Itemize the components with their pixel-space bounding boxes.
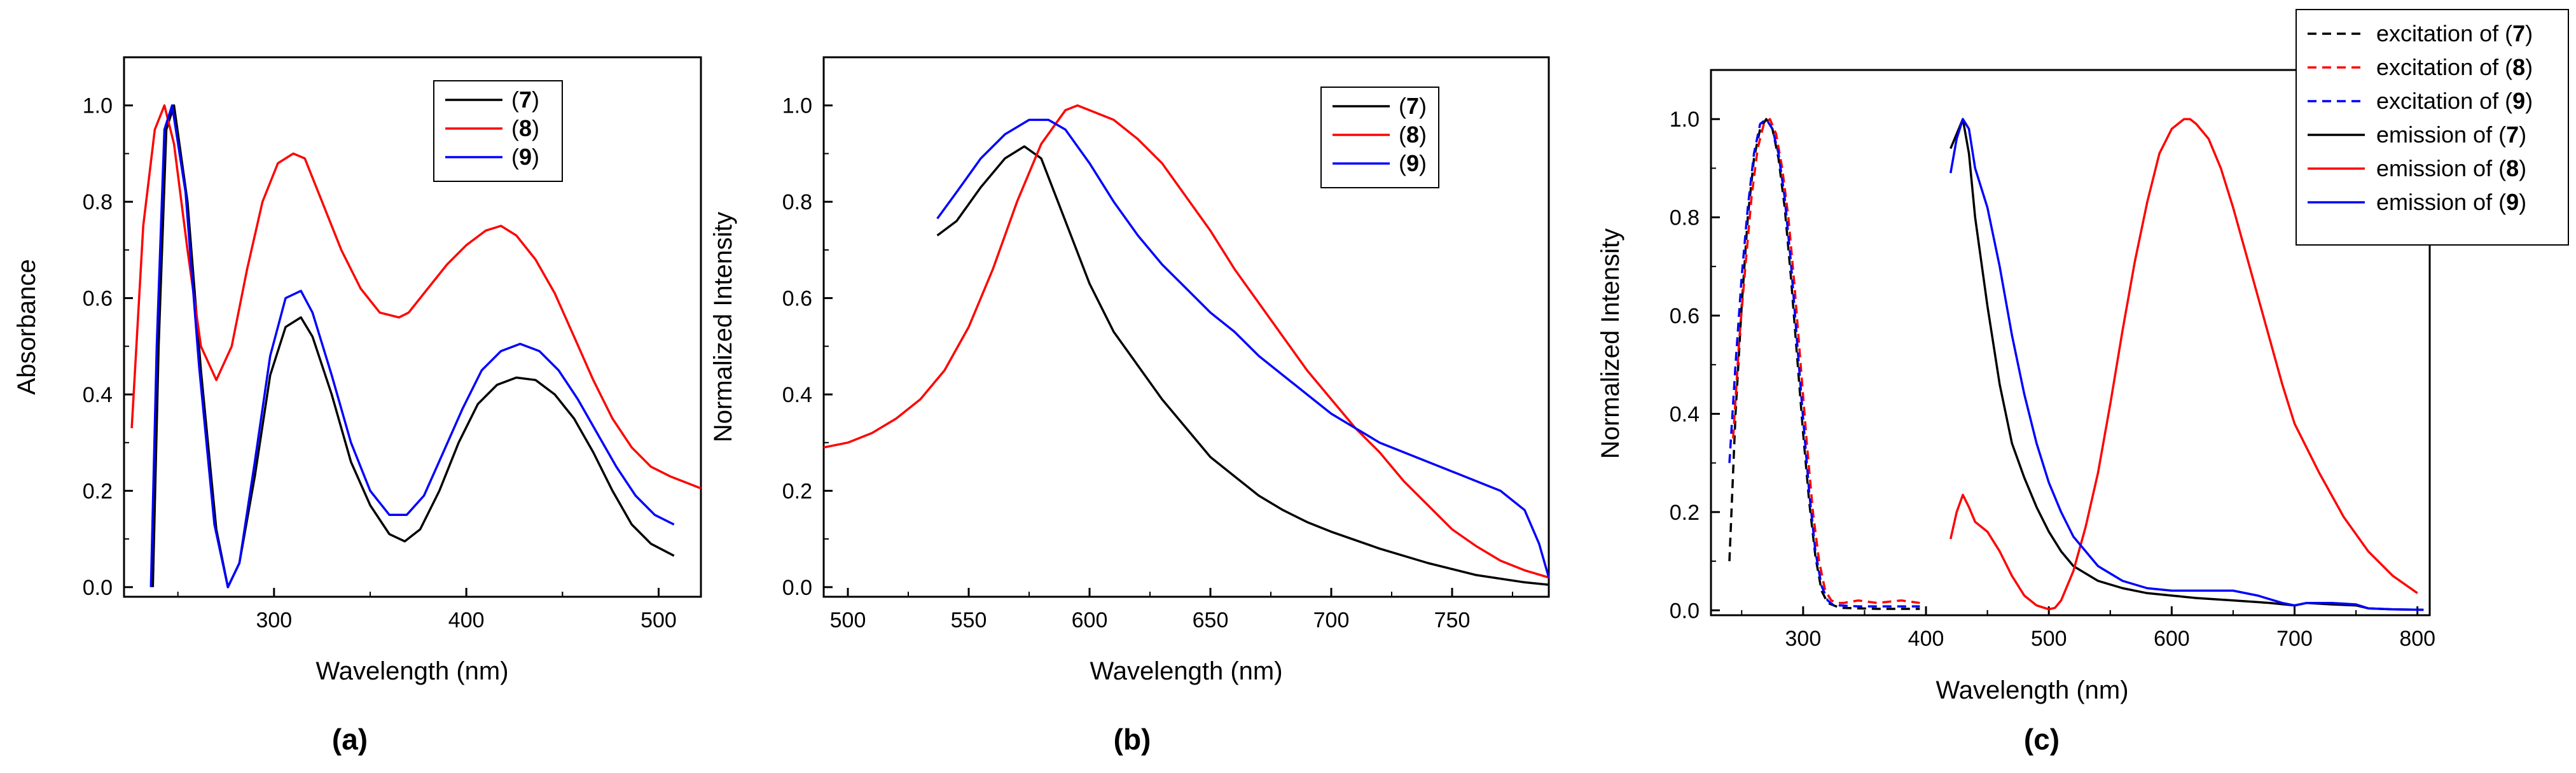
panel-c-legend-label: excitation of (9) <box>2376 88 2533 114</box>
panel-c-y-tick-label: 1.0 <box>1670 108 1700 132</box>
panel-c-y-tick-label: 0.2 <box>1670 501 1700 525</box>
panel-c-legend-label: emission of (7) <box>2376 122 2526 148</box>
panel-b-x-tick-label: 750 <box>1434 608 1471 632</box>
panel-b-y-tick-label: 0.4 <box>782 383 812 407</box>
panel-b-y-tick-label: 0.8 <box>782 190 812 214</box>
panel-a-x-tick-label: 400 <box>448 608 485 632</box>
panel-c-axes-frame <box>1710 69 2431 616</box>
panel-b-series-line <box>823 104 1549 579</box>
panel-a-y-tick-label: 1.0 <box>83 94 113 118</box>
panel-a-y-tick-label: 0.6 <box>83 287 113 311</box>
panel-b-legend-box <box>1320 87 1439 188</box>
panel-c-x-tick-label: 600 <box>2154 627 2190 651</box>
panel-a-y-axis-title: Absorbance <box>13 259 41 394</box>
panel-c-y-tick-label: 0.8 <box>1670 206 1700 230</box>
panel-c-legend-label: excitation of (8) <box>2376 54 2533 80</box>
panel-b-series-line <box>936 118 1550 578</box>
panel-a-label: (a) <box>332 723 368 756</box>
panel-a-y-tick-label: 0.2 <box>83 479 113 503</box>
panel-a-legend-label: (7) <box>511 87 539 113</box>
panel-a-y-tick-label: 0.0 <box>83 576 113 600</box>
panel-b-legend-label: (8) <box>1399 122 1427 148</box>
panel-c-legend-label: emission of (8) <box>2376 155 2526 181</box>
panel-b: 500 550 600 650 700 750 0.0 0.2 0.4 0.6 0.8 1.0 Wav… <box>709 56 1550 756</box>
panel-c-x-tick-label: 300 <box>1785 627 1822 651</box>
panel-a-axes-frame <box>123 56 702 598</box>
panel-c-x-tick-label: 400 <box>1908 627 1944 651</box>
panel-b-legend-label: (9) <box>1399 150 1427 176</box>
panel-c-legend-label: excitation of (7) <box>2376 20 2533 46</box>
panel-b-legend: (7) (8)(9) <box>1320 87 1439 188</box>
panel-c-y-tick-label: 0.6 <box>1670 304 1700 328</box>
panel-b-x-tick-label: 500 <box>830 608 866 632</box>
panel-c-series-line <box>1949 118 2418 611</box>
panel-c-legend-label: emission of (9) <box>2376 189 2526 215</box>
panel-c-legend-box <box>2296 9 2569 246</box>
panel-b-axes-frame <box>822 56 1550 598</box>
panel-c-series-line <box>1728 118 1920 608</box>
panel-c-series-line <box>1728 118 1920 610</box>
panel-a-series-line <box>149 104 675 588</box>
panel-a-legend: (7)(8) (9) <box>433 80 563 182</box>
panel-c-x-tick-label: 700 <box>2276 627 2313 651</box>
panel-c-y-tick-label: 0.4 <box>1670 402 1700 426</box>
panel-b-x-tick-label: 700 <box>1313 608 1350 632</box>
panel-b-x-tick-label: 550 <box>951 608 987 632</box>
panel-b-y-tick-label: 0.0 <box>782 576 812 600</box>
panel-c-y-tick-label: 0.0 <box>1670 599 1700 623</box>
panel-b-y-tick-label: 0.2 <box>782 479 812 503</box>
panel-a-x-tick-label: 300 <box>256 608 292 632</box>
panel-b-x-tick-label: 650 <box>1193 608 1229 632</box>
panel-c-x-tick-label: 500 <box>2031 627 2067 651</box>
panel-b-y-tick-label: 1.0 <box>782 94 812 118</box>
panel-a-x-axis-title: Wavelength (nm) <box>315 657 508 685</box>
panel-b-x-axis-title: Wavelength (nm) <box>1090 657 1282 685</box>
panel-a-legend-box <box>433 80 563 182</box>
panel-c-label: (c) <box>2024 723 2060 756</box>
panel-b-y-tick-label: 0.6 <box>782 287 812 311</box>
panel-a-y-tick-label: 0.8 <box>83 190 113 214</box>
panel-c-legend: excitation of (7) excitation of (8) excita… <box>2296 9 2569 246</box>
panel-a: 300 400 500 0.0 0.2 0.4 0.6 0.8 1.0 Wavelength (… <box>13 56 702 756</box>
panel-a-legend-label: (8) <box>511 115 539 141</box>
panel-c-x-axis-title: Wavelength (nm) <box>1935 676 2128 704</box>
panel-b-x-tick-label: 600 <box>1072 608 1108 632</box>
panel-c: 300 400 500 600 700 800 0.0 0.2 0.4 0.6 0.8 1.0 Wav… <box>1596 9 2569 756</box>
panel-a-legend-label: (9) <box>511 144 539 170</box>
panel-a-y-tick-label: 0.4 <box>83 383 113 407</box>
panel-c-x-tick-label: 800 <box>2399 627 2435 651</box>
panel-c-series-line <box>1949 118 2424 611</box>
panel-b-label: (b) <box>1114 723 1151 756</box>
panel-b-legend-label: (7) <box>1399 93 1427 119</box>
panel-a-series-line <box>151 104 675 588</box>
panel-b-y-axis-title: Normalized Intensity <box>709 212 737 442</box>
panel-c-series-line <box>1732 118 1920 604</box>
panel-a-x-tick-label: 500 <box>641 608 677 632</box>
panel-b-series-line <box>936 145 1549 586</box>
panel-a-series-line <box>130 104 702 490</box>
panel-c-y-axis-title: Normalized Intensity <box>1596 228 1624 459</box>
